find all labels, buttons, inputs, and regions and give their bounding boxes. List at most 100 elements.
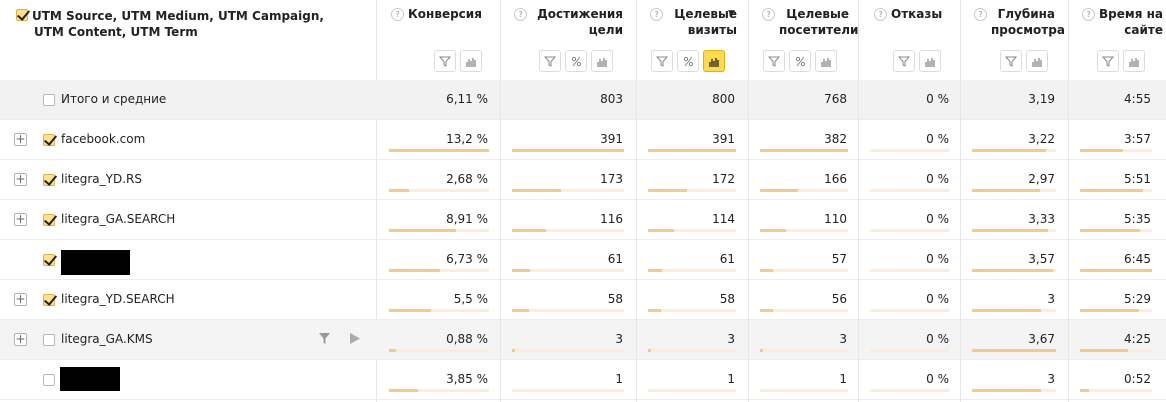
row-checkbox[interactable]: [43, 294, 55, 306]
total-row[interactable]: Итого и средние 6,11 % 803 800 768 0 % 3,19 4:5…: [0, 80, 1166, 120]
column-header-label: Достижения цели: [537, 7, 623, 37]
value-bar: [648, 189, 736, 192]
row-checkbox[interactable]: [43, 374, 55, 386]
cell-bounce: 0 %: [926, 92, 949, 106]
cell-goals: 3: [615, 332, 623, 346]
table-header: UTM Source, UTM Medium, UTM Campaign, UT…: [0, 0, 1166, 80]
column-tools-conv: [434, 50, 482, 72]
column-tools-tusers: [763, 50, 837, 72]
row-checkbox[interactable]: [43, 334, 55, 346]
column-header-goals[interactable]: ? Достижения цели: [514, 6, 626, 46]
percent-button[interactable]: [677, 50, 699, 72]
help-icon[interactable]: ?: [391, 8, 404, 21]
value-bar: [760, 189, 848, 192]
chart-button[interactable]: [591, 50, 613, 72]
filter-button[interactable]: [434, 50, 456, 72]
column-header-bounce[interactable]: ? Отказы: [874, 6, 954, 46]
cell-tvisits: 800: [712, 92, 735, 106]
dimension-header[interactable]: UTM Source, UTM Medium, UTM Campaign, UT…: [16, 8, 356, 40]
chart-icon: [1128, 56, 1140, 67]
column-header-depth[interactable]: ? Глубина просмотра: [974, 6, 1065, 46]
value-bar: [870, 189, 950, 192]
cell-bounce: 0 %: [926, 212, 949, 226]
filter-icon[interactable]: [318, 332, 331, 349]
help-icon[interactable]: ?: [762, 8, 775, 21]
row-label[interactable]: litegra_GA.SEARCH: [61, 212, 176, 226]
filter-button[interactable]: [763, 50, 785, 72]
column-tools-goals: [539, 50, 613, 72]
filter-button[interactable]: [651, 50, 673, 72]
percent-button[interactable]: [565, 50, 587, 72]
filter-button[interactable]: [1097, 50, 1119, 72]
value-bar: [870, 309, 950, 312]
help-icon[interactable]: ?: [874, 8, 887, 21]
value-bar-fill: [512, 309, 529, 312]
cell-conv: 0,88 %: [446, 332, 488, 346]
row-checkbox[interactable]: [43, 174, 55, 186]
row-checkbox[interactable]: [43, 254, 55, 266]
cell-time: 0:52: [1124, 372, 1151, 386]
expand-icon[interactable]: +: [14, 332, 27, 346]
vline-time: [1068, 0, 1069, 402]
cell-bounce: 0 %: [926, 252, 949, 266]
row-label[interactable]: litegra_YD.RS: [61, 172, 142, 186]
help-icon[interactable]: ?: [650, 8, 663, 21]
chart-button[interactable]: [1026, 50, 1048, 72]
value-bar-fill: [512, 189, 562, 192]
cell-conv: 3,85 %: [446, 372, 488, 386]
row-label[interactable]: facebook.com: [61, 132, 146, 146]
column-header-time[interactable]: ? Время на сайте: [1082, 6, 1166, 46]
filter-button[interactable]: [539, 50, 561, 72]
cell-depth: 3,33: [1028, 212, 1055, 226]
percent-button[interactable]: [789, 50, 811, 72]
help-icon[interactable]: ?: [1082, 8, 1095, 21]
play-icon[interactable]: [349, 332, 361, 349]
value-bar-fill: [1080, 189, 1144, 192]
value-bar: [760, 349, 848, 352]
dimension-checkbox[interactable]: [16, 9, 28, 21]
row-label[interactable]: litegra_GA.KMS: [61, 332, 153, 346]
row-checkbox[interactable]: [43, 214, 55, 226]
row-label[interactable]: litegra_YD.SEARCH: [61, 292, 175, 306]
chart-button[interactable]: [919, 50, 941, 72]
value-bar: [760, 229, 848, 232]
value-bar: [1080, 229, 1152, 232]
table-row[interactable]: + litegra_GA.SEARCH 8,91 % 116 114 110 0 % 3,33…: [0, 200, 1166, 240]
cell-tvisits: 172: [712, 172, 735, 186]
table-row[interactable]: + litegra_GA.KMS 0,88 % 3 3 3 0 % 3,67 4:25: [0, 320, 1166, 360]
help-icon[interactable]: ?: [514, 8, 527, 21]
value-bar-fill: [760, 189, 798, 192]
table-row[interactable]: 6,73 % 61 61 57 0 % 3,57 6:45: [0, 240, 1166, 280]
table-row[interactable]: + litegra_YD.RS 2,68 % 173 172 166 0 % 2,97 5:51: [0, 160, 1166, 200]
chart-button[interactable]: [703, 50, 725, 72]
column-header-conv[interactable]: ? Конверсия: [391, 6, 501, 46]
row-checkbox[interactable]: [43, 134, 55, 146]
expand-icon[interactable]: +: [14, 212, 27, 226]
value-bar-fill: [648, 229, 674, 232]
value-bar: [648, 309, 736, 312]
chart-button[interactable]: [815, 50, 837, 72]
help-icon[interactable]: ?: [974, 8, 987, 21]
column-header-tusers[interactable]: ? Целевые посетители: [762, 6, 858, 46]
cell-time: 3:57: [1124, 132, 1151, 146]
chart-button[interactable]: [460, 50, 482, 72]
value-bar-fill: [1080, 389, 1090, 392]
cell-bounce: 0 %: [926, 132, 949, 146]
value-bar-fill: [648, 269, 663, 272]
expand-icon[interactable]: +: [14, 132, 27, 146]
sort-desc-icon[interactable]: ▼: [728, 9, 735, 19]
filter-icon: [544, 56, 556, 67]
chart-button[interactable]: [1123, 50, 1145, 72]
cell-time: 4:55: [1124, 92, 1151, 106]
table-row[interactable]: 3,85 % 1 1 1 0 % 3 0:52: [0, 360, 1166, 400]
filter-button[interactable]: [1000, 50, 1022, 72]
cell-tvisits: 1: [727, 372, 735, 386]
table-row[interactable]: + facebook.com 13,2 % 391 391 382 0 % 3,22 3:57: [0, 120, 1166, 160]
expand-icon[interactable]: +: [14, 172, 27, 186]
table-row[interactable]: + litegra_YD.SEARCH 5,5 % 58 58 56 0 % 3 5:29: [0, 280, 1166, 320]
expand-icon[interactable]: +: [14, 292, 27, 306]
row-checkbox[interactable]: [43, 94, 55, 106]
filter-button[interactable]: [893, 50, 915, 72]
value-bar: [648, 269, 736, 272]
column-header-tvisits[interactable]: ? Целевые визиты ▼: [650, 6, 740, 46]
